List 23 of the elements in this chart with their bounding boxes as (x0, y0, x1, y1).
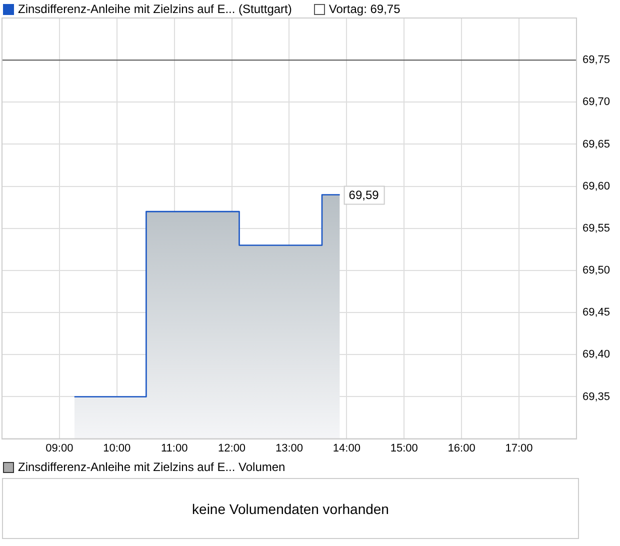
x-tick-label: 09:00 (46, 442, 74, 454)
legend-label: Vortag: 69,75 (328, 2, 400, 16)
x-tick-label: 17:00 (505, 442, 533, 454)
text: keine Volumendaten vorhanden (2, 478, 579, 539)
y-tick-label: 69,45 (582, 306, 610, 319)
data-label: 69,59 (348, 188, 380, 202)
x-tick-label: 14:00 (332, 442, 360, 454)
y-tick-label: 69,75 (582, 54, 610, 66)
x-tick-label: 16:00 (448, 442, 476, 454)
y-tick-label: 69,60 (582, 180, 610, 192)
legend-label: Zinsdifferenz-Anleihe mit Zielzins auf E... (Stuttgart) (18, 2, 292, 16)
x-tick-label: 13:00 (275, 442, 303, 454)
y-tick-label: 69,40 (582, 348, 610, 361)
text: Zinsdifferenz-Anleihe mit Zielzins auf E... Volumen (18, 460, 286, 474)
y-tick-label: 69,65 (582, 138, 610, 150)
x-tick-label: 15:00 (390, 442, 418, 454)
y-tick-label: 69,50 (582, 264, 610, 277)
y-tick-label: 69,55 (582, 222, 610, 234)
x-tick-label: 11:00 (160, 442, 188, 454)
x-tick-label: 10:00 (103, 442, 131, 454)
y-tick-label: 69,70 (582, 96, 610, 108)
x-tick-label: 12:00 (218, 442, 246, 454)
y-tick-label: 69,35 (582, 390, 610, 403)
